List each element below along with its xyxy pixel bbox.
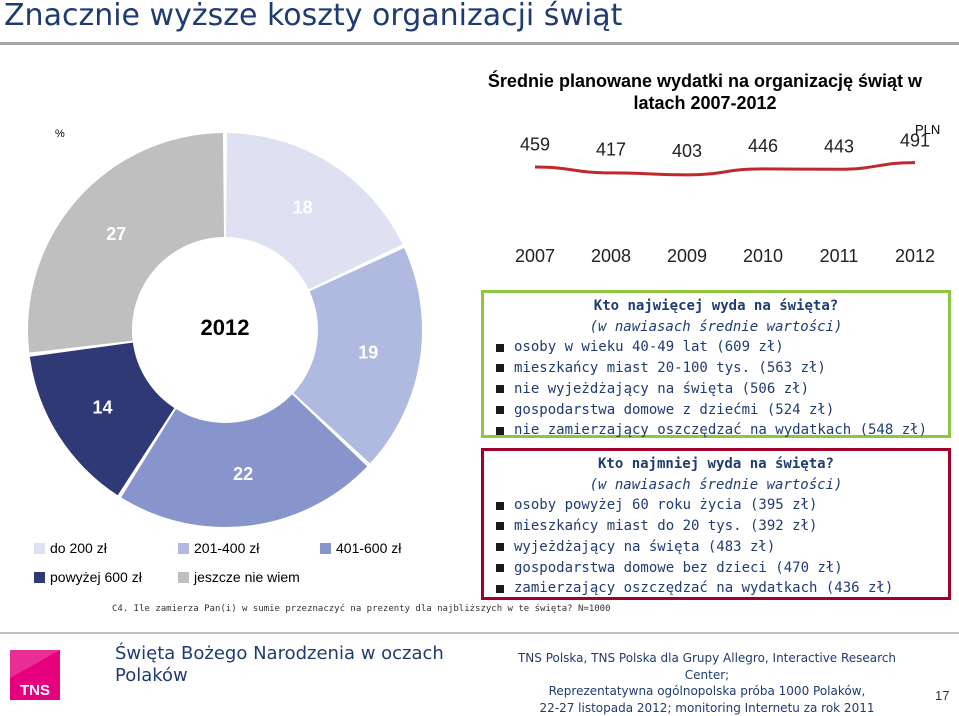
- line-value-label-3: 403: [672, 141, 702, 161]
- donut-slice-label-2: 19: [358, 343, 378, 363]
- legend-label-1: do 200 zł: [50, 540, 107, 556]
- low-spenders-item-text-2: mieszkańcy miast do 20 tys. (392 zł): [514, 516, 817, 537]
- square-bullet-icon: [496, 564, 504, 572]
- legend-swatch-5: [178, 572, 189, 583]
- donut-center-label: 2012: [201, 315, 250, 340]
- top-spenders-item-text-4: gospodarstwa domowe z dziećmi (524 zł): [514, 400, 834, 421]
- top-spenders-box: Kto najwięcej wyda na święta? (w nawiasa…: [481, 290, 951, 438]
- line-chart-title: Średnie planowane wydatki na organizację…: [470, 70, 940, 114]
- low-spenders-item-text-4: gospodarstwa domowe bez dzieci (470 zł): [514, 558, 843, 579]
- top-spenders-item-text-5: nie zamierzający oszczędzać na wydatkach…: [514, 420, 927, 441]
- donut-slice-label-5: 27: [106, 224, 126, 244]
- legend-swatch-2: [178, 543, 189, 554]
- footer-source-line1: TNS Polska, TNS Polska dla Grupy Allegro…: [512, 650, 902, 683]
- donut-slice-label-1: 18: [293, 198, 313, 218]
- low-spenders-item-text-5: zamierzający oszczędzać na wydatkach (43…: [514, 578, 893, 599]
- line-x-tick-6: 2012: [895, 246, 935, 266]
- low-spenders-item-3: wyjeżdżający na święta (483 zł): [494, 537, 938, 558]
- low-spenders-item-2: mieszkańcy miast do 20 tys. (392 zł): [494, 516, 938, 537]
- low-spenders-box: Kto najmniej wyda na święta? (w nawiasac…: [481, 448, 951, 600]
- donut-slice-label-4: 14: [93, 398, 113, 418]
- footer-source: TNS Polska, TNS Polska dla Grupy Allegro…: [512, 650, 902, 716]
- footer-report-title: Święta Bożego Narodzenia w oczach Polakó…: [115, 643, 485, 687]
- square-bullet-icon: [496, 385, 504, 393]
- low-spenders-subheading: (w nawiasach średnie wartości): [494, 475, 938, 496]
- low-spenders-item-5: zamierzający oszczędzać na wydatkach (43…: [494, 578, 938, 599]
- line-value-label-2: 417: [596, 140, 626, 160]
- square-bullet-icon: [496, 406, 504, 414]
- page-number: 17: [935, 688, 949, 703]
- low-spenders-item-text-1: osoby powyżej 60 roku życia (395 zł): [514, 495, 817, 516]
- legend-label-2: 201-400 zł: [194, 540, 259, 556]
- low-spenders-item-1: osoby powyżej 60 roku życia (395 zł): [494, 495, 938, 516]
- low-spenders-list: osoby powyżej 60 roku życia (395 zł)mies…: [494, 495, 938, 599]
- legend-swatch-4: [34, 572, 45, 583]
- line-value-label-1: 459: [520, 135, 550, 155]
- low-spenders-heading: Kto najmniej wyda na święta?: [494, 454, 938, 475]
- square-bullet-icon: [496, 502, 504, 510]
- line-x-tick-4: 2010: [743, 246, 783, 266]
- tns-logo-text: TNS: [20, 682, 50, 699]
- footer-divider: [0, 632, 959, 634]
- top-spenders-subheading: (w nawiasach średnie wartości): [494, 317, 938, 338]
- legend-label-4: powyżej 600 zł: [50, 569, 142, 585]
- footer-report-title-line1: Święta Bożego Narodzenia w oczach: [115, 643, 485, 665]
- legend-item-5: jeszcze nie wiem: [178, 569, 300, 585]
- top-spenders-item-2: mieszkańcy miast 20-100 tys. (563 zł): [494, 358, 938, 379]
- footer-report-title-line2: Polaków: [115, 665, 485, 687]
- top-spenders-item-5: nie zamierzający oszczędzać na wydatkach…: [494, 420, 938, 441]
- top-spenders-item-text-1: osoby w wieku 40-49 lat (609 zł): [514, 337, 784, 358]
- line-x-tick-3: 2009: [667, 246, 707, 266]
- top-spenders-item-4: gospodarstwa domowe z dziećmi (524 zł): [494, 400, 938, 421]
- low-spenders-item-4: gospodarstwa domowe bez dzieci (470 zł): [494, 558, 938, 579]
- footer-source-line3: 22-27 listopada 2012; monitoring Interne…: [512, 700, 902, 716]
- square-bullet-icon: [496, 585, 504, 593]
- top-spenders-item-text-2: mieszkańcy miast 20-100 tys. (563 zł): [514, 358, 826, 379]
- square-bullet-icon: [496, 427, 504, 435]
- top-spenders-heading: Kto najwięcej wyda na święta?: [494, 296, 938, 317]
- line-chart: 459 417 403 446 443 491 2007 2008 2009 2010 2011 20…: [490, 120, 950, 280]
- legend-swatch-3: [320, 543, 331, 554]
- legend-item-1: do 200 zł: [34, 540, 107, 556]
- donut-slice-label-3: 22: [233, 464, 253, 484]
- line-series: [535, 163, 915, 175]
- legend-label-3: 401-600 zł: [336, 540, 401, 556]
- top-spenders-list: osoby w wieku 40-49 lat (609 zł)mieszkań…: [494, 337, 938, 441]
- line-value-label-5: 443: [824, 136, 854, 156]
- legend-swatch-1: [34, 543, 45, 554]
- top-spenders-item-text-3: nie wyjeżdżający na święta (506 zł): [514, 379, 809, 400]
- line-x-tick-1: 2007: [515, 246, 555, 266]
- line-value-label-6: 491: [900, 131, 930, 151]
- top-spenders-item-3: nie wyjeżdżający na święta (506 zł): [494, 379, 938, 400]
- square-bullet-icon: [496, 344, 504, 352]
- legend-item-2: 201-400 zł: [178, 540, 259, 556]
- footer-source-line2: Reprezentatywna ogólnopolska próba 1000 …: [512, 683, 902, 700]
- tns-logo: TNS: [10, 650, 60, 700]
- square-bullet-icon: [496, 543, 504, 551]
- top-spenders-item-1: osoby w wieku 40-49 lat (609 zł): [494, 337, 938, 358]
- line-x-tick-5: 2011: [820, 246, 859, 266]
- line-value-label-4: 446: [748, 136, 778, 156]
- square-bullet-icon: [496, 364, 504, 372]
- low-spenders-item-text-3: wyjeżdżający na święta (483 zł): [514, 537, 775, 558]
- square-bullet-icon: [496, 522, 504, 530]
- donut-chart: 18 19 22 14 27 2012: [0, 0, 500, 560]
- legend-label-5: jeszcze nie wiem: [194, 569, 300, 585]
- survey-question-note: C4. Ile zamierza Pan(i) w sumie przeznac…: [112, 604, 611, 614]
- legend-item-3: 401-600 zł: [320, 540, 401, 556]
- legend-item-4: powyżej 600 zł: [34, 569, 142, 585]
- line-x-tick-2: 2008: [591, 246, 631, 266]
